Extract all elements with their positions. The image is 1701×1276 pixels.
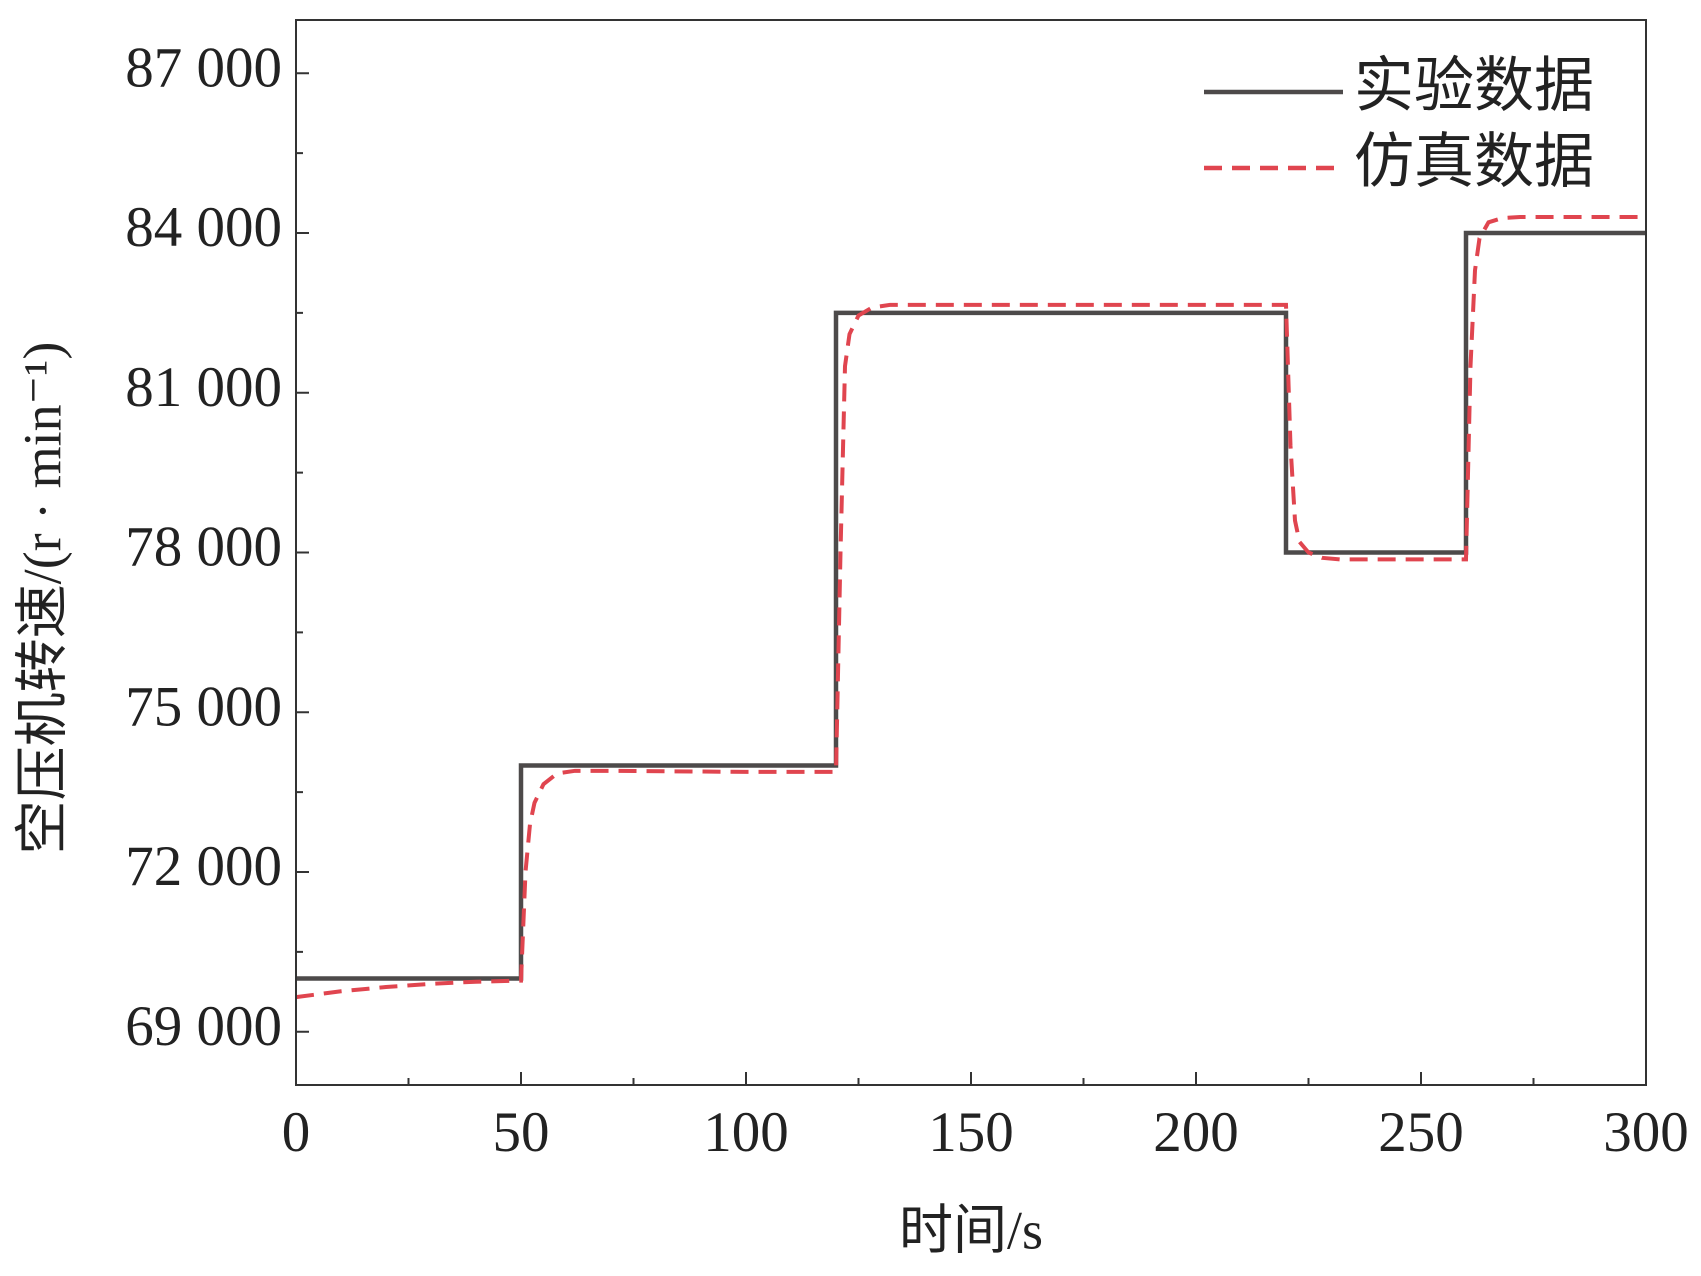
series-line [295, 215, 1646, 1000]
x-tick-label: 300 [1603, 1101, 1689, 1164]
x-tick-label: 200 [1153, 1101, 1239, 1164]
y-tick-label: 69 000 [125, 995, 282, 1058]
y-tick-label: 75 000 [125, 675, 282, 738]
x-tick-label: 150 [928, 1101, 1014, 1164]
x-tick-label: 0 [282, 1101, 311, 1164]
y-tick-label: 87 000 [125, 36, 282, 99]
series-line [296, 230, 1646, 981]
legend-label: 仿真数据 [1354, 129, 1594, 195]
y-tick-label: 78 000 [125, 516, 282, 579]
legend-label: 实验数据 [1354, 53, 1594, 119]
y-tick-label: 72 000 [125, 835, 282, 898]
y-tick-label: 84 000 [125, 196, 282, 259]
x-tick-label: 100 [703, 1101, 789, 1164]
x-axis-label: 时间/s [899, 1200, 1043, 1260]
x-tick-label: 50 [493, 1101, 550, 1164]
plot-frame [295, 19, 1647, 1086]
y-tick-label: 81 000 [125, 356, 282, 419]
y-axis-label: 空压机转速/(r · min⁻¹) [12, 342, 72, 855]
x-tick-label: 250 [1378, 1101, 1464, 1164]
